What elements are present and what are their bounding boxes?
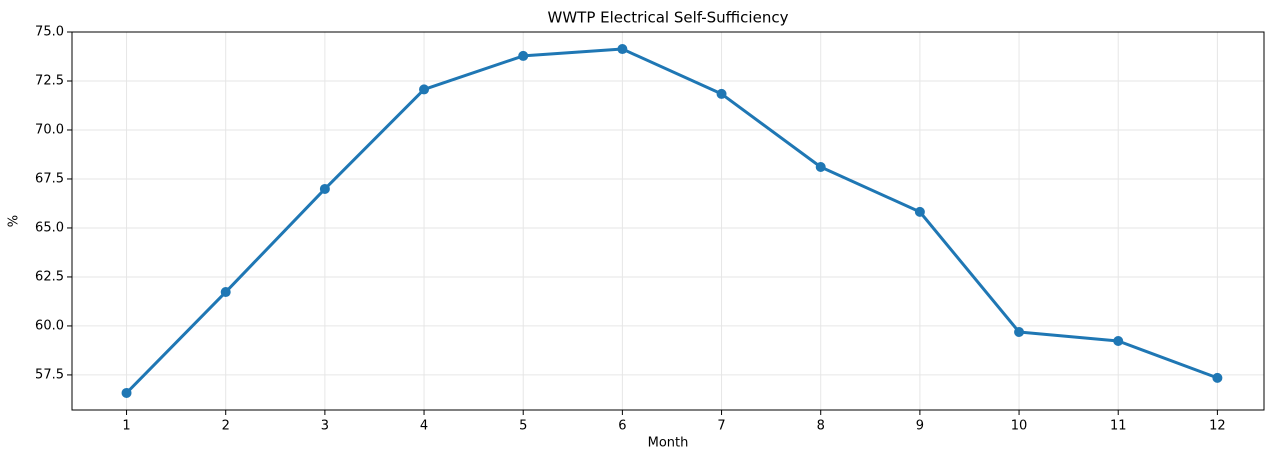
y-tick-label: 72.5 [35, 73, 64, 88]
y-tick-label: 62.5 [35, 269, 64, 284]
marker [716, 88, 727, 99]
x-tick-label: 6 [618, 419, 626, 434]
marker [1212, 372, 1223, 383]
x-axis-label: Month [648, 436, 689, 450]
y-tick-label: 75.0 [35, 25, 64, 40]
x-tick-label: 3 [321, 419, 329, 434]
marker [518, 50, 529, 61]
x-tick-label: 7 [717, 419, 725, 434]
x-tick-label: 1 [122, 419, 130, 434]
marker [617, 44, 628, 55]
marker [815, 162, 826, 173]
y-axis-label: % [7, 215, 22, 227]
plot-frame [71, 31, 1265, 411]
x-tick-label: 11 [1110, 419, 1127, 434]
x-tick-label: 9 [916, 419, 924, 434]
y-tick-label: 67.5 [35, 171, 64, 186]
marker [121, 387, 132, 398]
x-tick-label: 4 [420, 419, 428, 434]
y-tick-label: 60.0 [35, 318, 64, 333]
x-tick-label: 8 [817, 419, 825, 434]
x-tick-label: 12 [1209, 419, 1226, 434]
marker [319, 183, 330, 194]
marker [1113, 336, 1124, 347]
x-tick-label: 10 [1011, 419, 1028, 434]
x-tick-label: 5 [519, 419, 527, 434]
marker [220, 287, 231, 298]
y-tick-label: 65.0 [35, 220, 64, 235]
line [125, 47, 1218, 395]
chart-title: WWTP Electrical Self-Sufficiency [548, 9, 789, 27]
x-tick-label: 2 [222, 419, 230, 434]
y-tick-label: 70.0 [35, 122, 64, 137]
marker [1014, 327, 1025, 338]
marker [914, 206, 925, 217]
marker [419, 84, 430, 95]
y-tick-label: 57.5 [35, 367, 64, 382]
